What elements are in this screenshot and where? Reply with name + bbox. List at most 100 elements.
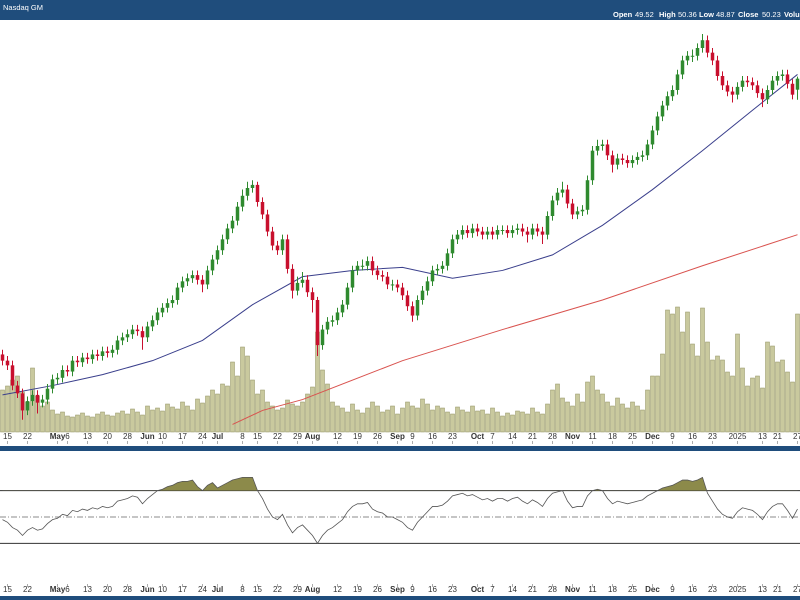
candle-body xyxy=(250,184,255,188)
x-tick-label: 21 xyxy=(773,585,782,594)
candle-body xyxy=(710,52,715,61)
candle-body xyxy=(785,74,790,84)
moving-average xyxy=(232,234,798,425)
candle-body xyxy=(70,360,75,372)
x-tick-label: 13 xyxy=(758,585,767,594)
candle-body xyxy=(200,279,205,285)
volume-bar xyxy=(360,412,365,433)
candle-body xyxy=(440,265,445,269)
volume-bar xyxy=(455,406,460,433)
x-tick-label: 12 xyxy=(333,585,342,594)
candle-body xyxy=(420,290,425,300)
volume-bar xyxy=(120,410,125,433)
candle-body xyxy=(315,300,320,346)
x-tick-label: 16 xyxy=(688,585,697,594)
x-tick-label: 25 xyxy=(628,432,637,441)
x-tick-label: 12 xyxy=(333,432,342,441)
candle-body xyxy=(330,320,335,322)
candle-body xyxy=(600,144,605,146)
candle-body xyxy=(300,279,305,283)
volume-bar xyxy=(400,407,405,433)
candle-body xyxy=(355,265,360,271)
volume-bar xyxy=(90,416,95,433)
candle-body xyxy=(260,202,265,215)
volume-bar xyxy=(295,405,300,433)
volume-bar xyxy=(745,385,750,433)
volume-bar xyxy=(435,405,440,433)
candle-body xyxy=(415,300,420,316)
volume-bar xyxy=(640,409,645,433)
candle-body xyxy=(390,284,395,286)
x-tick-label: Jun xyxy=(140,432,154,441)
volume-bar xyxy=(285,399,290,433)
candle-body xyxy=(570,203,575,215)
volume-bar xyxy=(395,413,400,433)
volume-bar xyxy=(555,383,560,433)
x-tick-label: 24 xyxy=(198,432,207,441)
candle-body xyxy=(480,231,485,235)
volume-bar xyxy=(0,389,5,433)
x-tick-label: 9 xyxy=(670,585,675,594)
candle-body xyxy=(175,287,180,300)
candle-body xyxy=(410,306,415,316)
x-tick-label: 22 xyxy=(23,585,32,594)
x-tick-label: 9 xyxy=(410,432,415,441)
candle-body xyxy=(325,321,330,330)
volume-bar xyxy=(730,375,735,433)
x-tick-label: 22 xyxy=(23,432,32,441)
candle-body xyxy=(435,268,440,271)
x-tick-label: 18 xyxy=(608,432,617,441)
candle-body xyxy=(395,284,400,288)
x-tick-label: 21 xyxy=(528,585,537,594)
candle-body xyxy=(465,230,470,234)
candle-body xyxy=(530,228,535,235)
volume-bar xyxy=(50,409,55,433)
volume-bar xyxy=(250,379,255,433)
x-tick-label: 11 xyxy=(588,585,597,594)
candle-body xyxy=(275,245,280,251)
volume-bar xyxy=(415,407,420,433)
candle-body xyxy=(765,90,770,100)
volume-bar xyxy=(160,410,165,433)
volume-bar xyxy=(595,389,600,433)
volume-bar xyxy=(460,409,465,433)
volume-bar xyxy=(565,401,570,433)
candle-body xyxy=(695,48,700,56)
quote-label: Close xyxy=(738,10,758,19)
candle-body xyxy=(135,329,140,332)
volume-bar xyxy=(410,405,415,433)
x-tick-label: 19 xyxy=(353,585,362,594)
candle-body xyxy=(455,234,460,240)
x-tick-label: 10 xyxy=(158,432,167,441)
x-tick-label: Sep xyxy=(390,585,405,594)
x-tick-label: Nov xyxy=(565,585,581,594)
x-tick-label: 13 xyxy=(83,585,92,594)
candle-body xyxy=(595,146,600,151)
header-bar xyxy=(0,0,800,20)
candle-body xyxy=(585,180,590,210)
volume-bar xyxy=(740,367,745,433)
candle-body xyxy=(240,195,245,207)
candle-body xyxy=(280,239,285,251)
volume-bar xyxy=(150,409,155,433)
candle-body xyxy=(645,144,650,156)
volume-bar xyxy=(605,401,610,433)
x-tick-label: 6 xyxy=(65,585,70,594)
candle-body xyxy=(75,360,80,363)
volume-bar xyxy=(465,411,470,433)
volume-bar xyxy=(275,409,280,433)
candle-body xyxy=(100,351,105,356)
candle-body xyxy=(60,370,65,378)
x-tick-label: 11 xyxy=(588,432,597,441)
candle-body xyxy=(565,189,570,204)
volume-bar xyxy=(570,405,575,433)
x-tick-label: 23 xyxy=(708,432,717,441)
volume-bar xyxy=(750,377,755,433)
candle-body xyxy=(80,357,85,363)
quote-value: 50.36 xyxy=(678,10,697,19)
candle-body xyxy=(180,281,185,288)
volume-bar xyxy=(55,413,60,433)
volume-bar xyxy=(225,385,230,433)
volume-bar xyxy=(405,401,410,433)
candle-body xyxy=(425,281,430,291)
